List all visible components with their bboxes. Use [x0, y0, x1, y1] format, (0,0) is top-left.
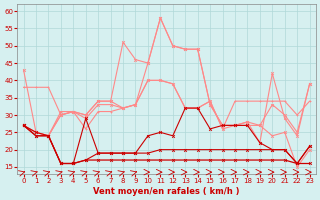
- X-axis label: Vent moyen/en rafales ( km/h ): Vent moyen/en rafales ( km/h ): [93, 187, 240, 196]
